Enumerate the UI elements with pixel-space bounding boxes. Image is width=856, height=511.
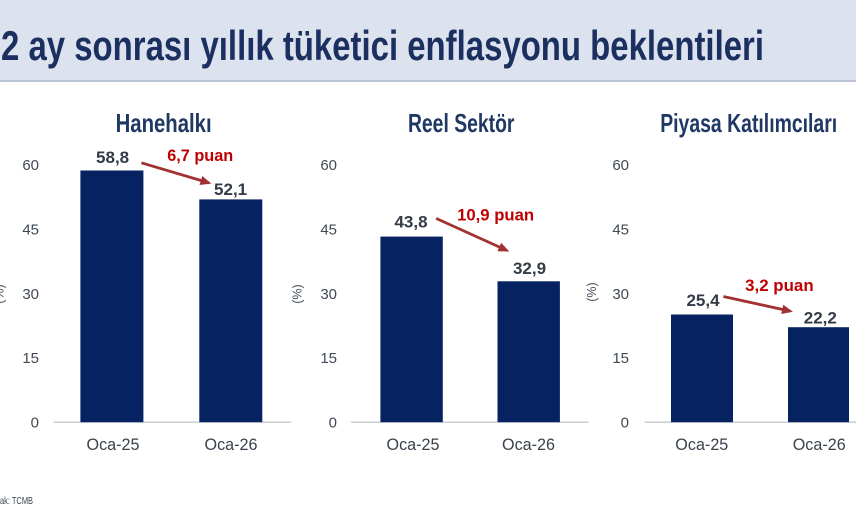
- svg-text:30: 30: [320, 286, 337, 303]
- svg-text:58,8: 58,8: [96, 148, 129, 167]
- svg-text:45: 45: [22, 222, 39, 239]
- svg-text:45: 45: [612, 222, 629, 239]
- svg-text:43,8: 43,8: [394, 213, 427, 232]
- svg-text:30: 30: [22, 286, 39, 303]
- svg-text:ak: TCMB: ak: TCMB: [0, 495, 33, 507]
- svg-text:22,2: 22,2: [804, 309, 837, 328]
- svg-text:0: 0: [31, 415, 39, 432]
- svg-text:Oca-25: Oca-25: [87, 435, 140, 454]
- svg-text:30: 30: [612, 286, 629, 303]
- svg-text:25,4: 25,4: [686, 291, 720, 310]
- svg-text:Hanehalkı: Hanehalkı: [116, 108, 212, 138]
- svg-text:15: 15: [22, 350, 39, 367]
- svg-text:0: 0: [329, 415, 337, 432]
- svg-text:Oca-26: Oca-26: [502, 435, 555, 454]
- svg-text:Oca-25: Oca-25: [675, 435, 728, 454]
- svg-text:Oca-25: Oca-25: [387, 435, 440, 454]
- svg-text:Oca-26: Oca-26: [205, 435, 258, 454]
- svg-text:15: 15: [612, 350, 629, 367]
- svg-text:0: 0: [621, 415, 629, 432]
- svg-text:3,2 puan: 3,2 puan: [745, 276, 814, 295]
- svg-text:60: 60: [612, 157, 629, 174]
- svg-text:52,1: 52,1: [214, 180, 247, 199]
- svg-text:2 ay sonrası yıllık tüketici e: 2 ay sonrası yıllık tüketici enflasyonu …: [1, 22, 764, 69]
- svg-text:Reel Sektör: Reel Sektör: [408, 108, 515, 138]
- svg-text:15: 15: [320, 350, 337, 367]
- svg-text:6,7 puan: 6,7 puan: [167, 146, 233, 165]
- svg-text:32,9: 32,9: [513, 259, 546, 278]
- svg-text:Piyasa Katılımcıları: Piyasa Katılımcıları: [660, 108, 837, 138]
- svg-text:60: 60: [22, 157, 39, 174]
- svg-text:60: 60: [320, 157, 337, 174]
- svg-text:10,9 puan: 10,9 puan: [457, 205, 534, 224]
- svg-text:(%): (%): [0, 284, 6, 303]
- svg-text:Oca-26: Oca-26: [793, 435, 846, 454]
- svg-text:45: 45: [320, 222, 337, 239]
- svg-text:(%): (%): [585, 282, 599, 301]
- svg-text:(%): (%): [290, 284, 304, 303]
